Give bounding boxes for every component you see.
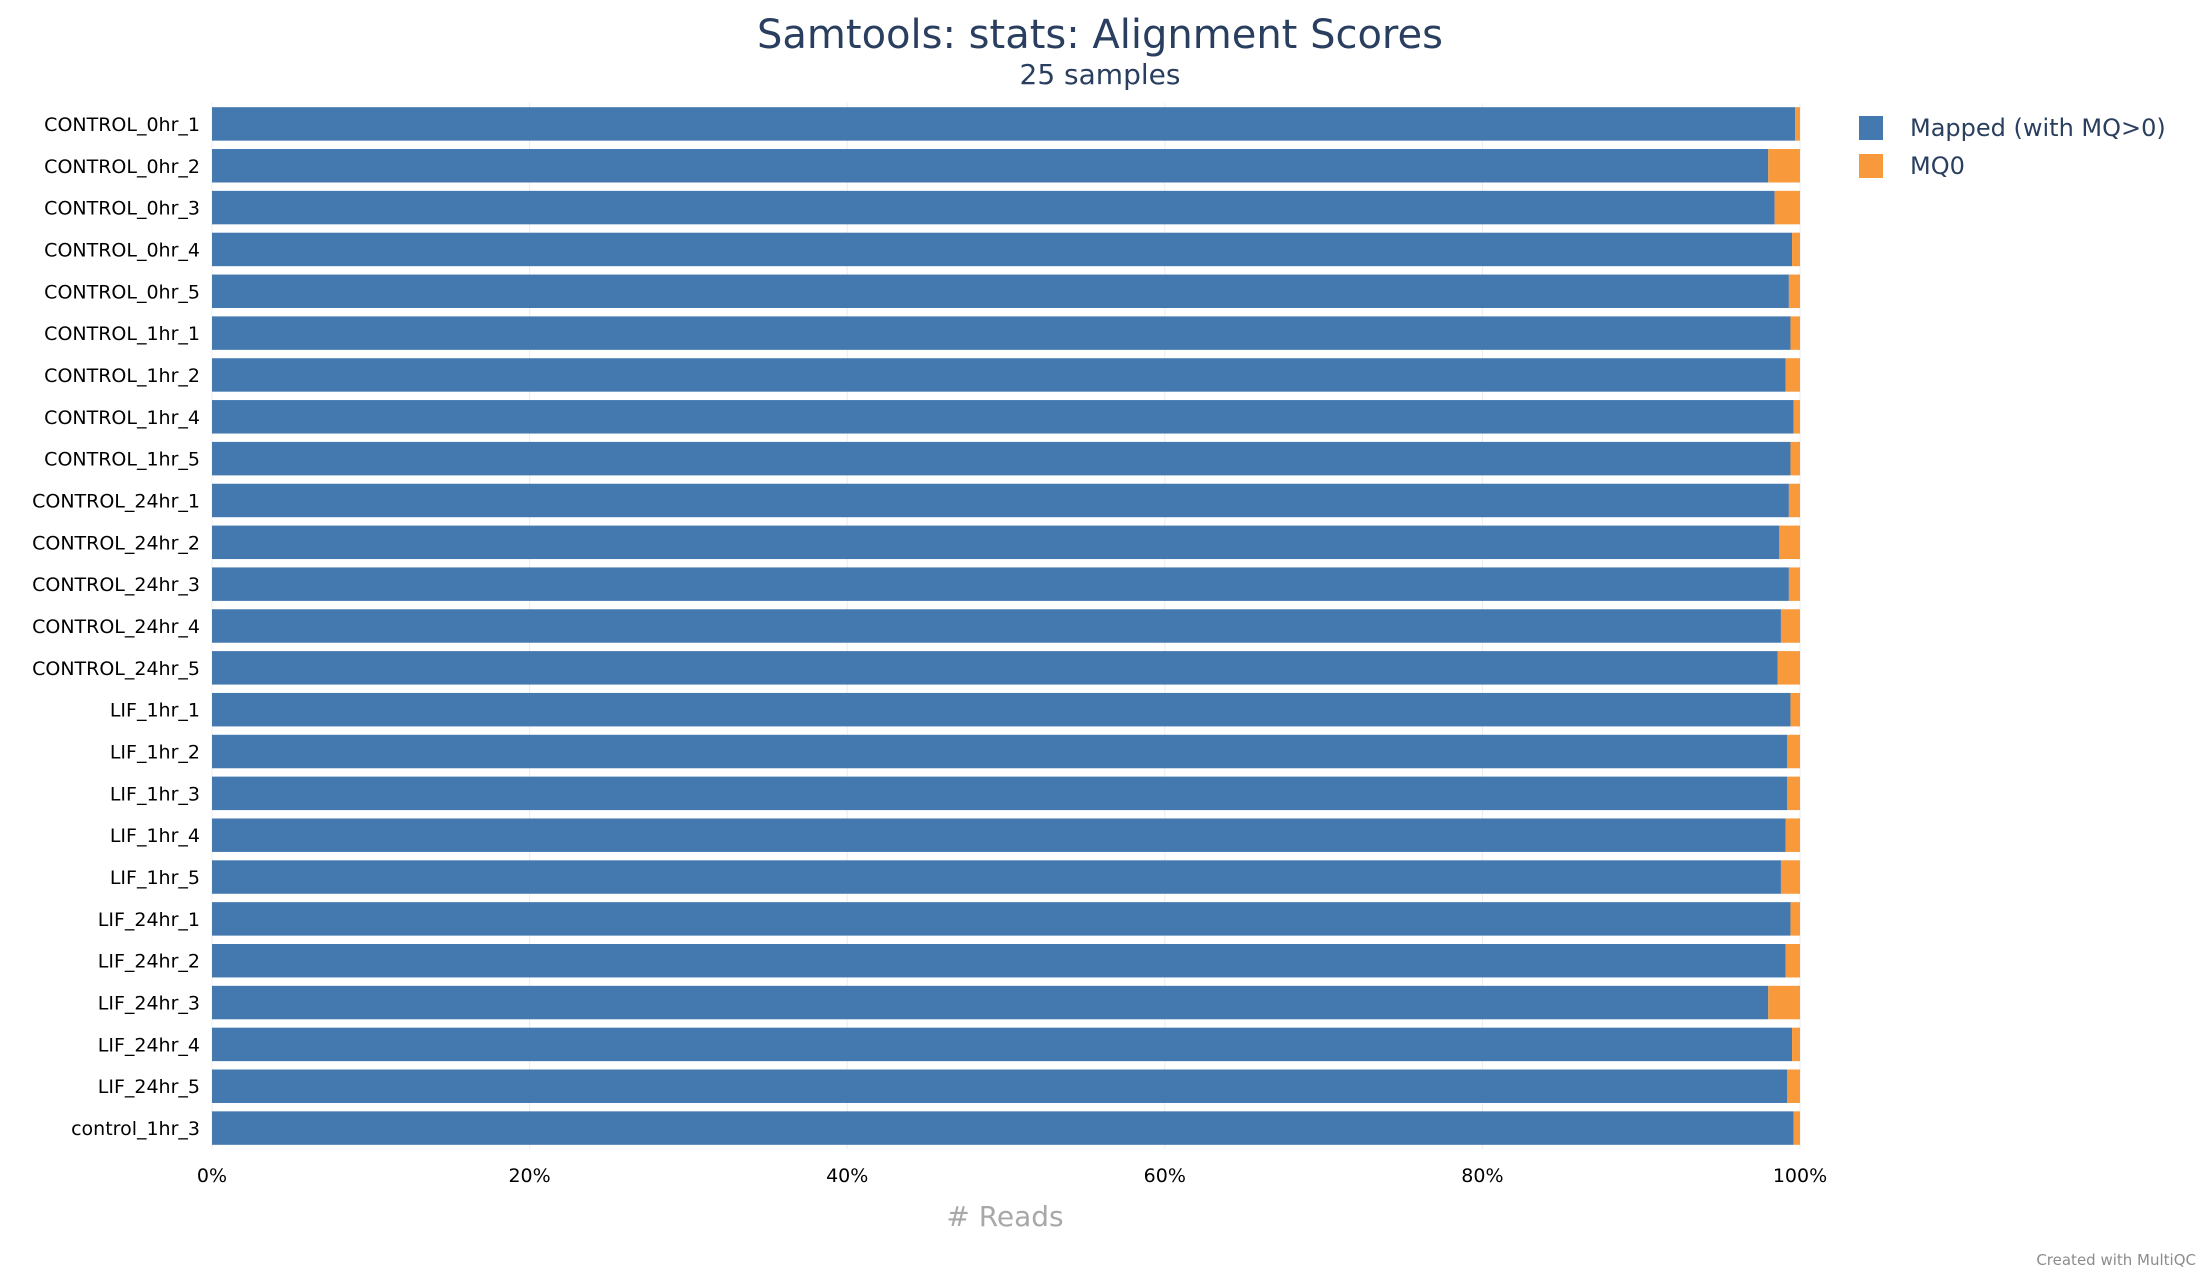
category-labels: CONTROL_0hr_1 CONTROL_0hr_2 CONTROL_0hr_3 C… [32, 114, 200, 1140]
category-label: LIF_1hr_3 [110, 783, 200, 805]
x-tick-label: 100% [1773, 1165, 1827, 1187]
bar-segment-mapped[interactable] [212, 567, 1789, 601]
bar-segment-mq0[interactable] [1787, 776, 1800, 811]
bar-segment-mq0[interactable] [1793, 1111, 1800, 1145]
bar-segment-mq0[interactable] [1790, 316, 1800, 350]
legend-swatch[interactable] [1859, 154, 1883, 178]
x-axis-ticks: 0% 20% 40% 60% 80% 100% [197, 1165, 1827, 1187]
bar-segment-mapped[interactable] [212, 860, 1781, 894]
legend-label[interactable]: MQ0 [1910, 152, 1965, 180]
category-label: CONTROL_24hr_5 [32, 658, 200, 680]
category-label: CONTROL_1hr_5 [44, 449, 200, 471]
bar-segment-mq0[interactable] [1785, 818, 1800, 852]
bar-segment-mq0[interactable] [1788, 567, 1800, 601]
bar-segment-mapped[interactable] [212, 400, 1794, 434]
bar-segment-mapped[interactable] [212, 274, 1789, 309]
category-label: LIF_1hr_4 [110, 825, 200, 847]
category-label: LIF_1hr_2 [110, 742, 200, 764]
chart-subtitle: 25 samples [1020, 58, 1181, 91]
bar-segment-mq0[interactable] [1788, 483, 1800, 518]
bar-segment-mq0[interactable] [1795, 107, 1800, 141]
category-label: CONTROL_24hr_4 [32, 616, 200, 638]
x-tick-label: 0% [197, 1165, 227, 1187]
bar-segment-mapped[interactable] [212, 483, 1789, 518]
bar-segment-mq0[interactable] [1780, 860, 1800, 894]
bar-segment-mapped[interactable] [212, 190, 1775, 225]
bar-segment-mq0[interactable] [1779, 525, 1800, 560]
category-label: CONTROL_1hr_2 [44, 365, 200, 387]
bar-segment-mapped[interactable] [212, 818, 1786, 852]
bar-segment-mapped[interactable] [212, 651, 1778, 685]
bar-segment-mapped[interactable] [212, 149, 1769, 183]
x-tick-label: 20% [508, 1165, 550, 1187]
category-label: CONTROL_1hr_1 [44, 323, 200, 345]
bar-segment-mapped[interactable] [212, 107, 1796, 141]
bar-segment-mq0[interactable] [1774, 190, 1800, 225]
bar-segment-mapped[interactable] [212, 734, 1788, 769]
created-with-credit: Created with MultiQC [2036, 1251, 2196, 1269]
bar-segment-mq0[interactable] [1777, 651, 1800, 685]
category-label: CONTROL_24hr_1 [32, 490, 200, 512]
x-axis-title: # Reads [946, 1200, 1063, 1233]
category-label: LIF_24hr_5 [98, 1076, 200, 1098]
bar-segment-mq0[interactable] [1780, 609, 1800, 643]
category-label: CONTROL_0hr_4 [44, 239, 200, 261]
category-label: control_1hr_3 [71, 1118, 200, 1140]
category-label: CONTROL_0hr_3 [44, 198, 200, 220]
bar-segment-mq0[interactable] [1787, 1069, 1800, 1103]
bar-segment-mq0[interactable] [1788, 274, 1800, 309]
bar-segment-mapped[interactable] [212, 985, 1769, 1020]
category-label: CONTROL_0hr_2 [44, 156, 200, 178]
category-label: LIF_24hr_1 [98, 909, 200, 931]
bar-segment-mapped[interactable] [212, 1027, 1793, 1062]
category-label: CONTROL_0hr_1 [44, 114, 200, 136]
bar-segment-mapped[interactable] [212, 609, 1781, 643]
x-tick-label: 80% [1461, 1165, 1503, 1187]
bar-segment-mq0[interactable] [1793, 400, 1800, 434]
bar-segment-mapped[interactable] [212, 1111, 1794, 1145]
bar-segment-mapped[interactable] [212, 358, 1786, 392]
bar-segment-mq0[interactable] [1790, 692, 1800, 727]
category-label: CONTROL_0hr_5 [44, 281, 200, 303]
bar-segment-mq0[interactable] [1790, 441, 1800, 476]
category-label: LIF_1hr_5 [110, 867, 200, 889]
category-label: LIF_1hr_1 [110, 700, 200, 722]
bar-segment-mq0[interactable] [1785, 943, 1800, 978]
bar-segment-mapped[interactable] [212, 441, 1791, 476]
category-label: LIF_24hr_2 [98, 951, 200, 973]
legend-label[interactable]: Mapped (with MQ>0) [1910, 114, 2166, 142]
bar-segment-mq0[interactable] [1768, 985, 1800, 1020]
category-label: LIF_24hr_3 [98, 993, 200, 1015]
legend-swatch[interactable] [1859, 116, 1883, 140]
bar-segment-mq0[interactable] [1790, 902, 1800, 936]
chart-title: Samtools: stats: Alignment Scores [757, 12, 1443, 58]
bar-segment-mapped[interactable] [212, 692, 1791, 727]
bar-segment-mq0[interactable] [1768, 149, 1800, 183]
bar-segment-mq0[interactable] [1792, 232, 1800, 267]
bar-segment-mapped[interactable] [212, 902, 1791, 936]
category-label: LIF_24hr_4 [98, 1034, 200, 1056]
bar-segment-mapped[interactable] [212, 316, 1791, 350]
bar-segment-mapped[interactable] [212, 525, 1780, 560]
bars [212, 107, 1800, 1145]
bar-segment-mq0[interactable] [1787, 734, 1800, 769]
category-label: CONTROL_1hr_4 [44, 407, 200, 429]
bar-segment-mapped[interactable] [212, 776, 1788, 811]
bar-segment-mapped[interactable] [212, 232, 1793, 267]
x-tick-label: 40% [826, 1165, 868, 1187]
bar-segment-mapped[interactable] [212, 1069, 1788, 1103]
category-label: CONTROL_24hr_3 [32, 574, 200, 596]
bar-segment-mapped[interactable] [212, 943, 1786, 978]
legend[interactable]: Mapped (with MQ>0) MQ0 [1859, 114, 2166, 180]
x-tick-label: 60% [1144, 1165, 1186, 1187]
category-label: CONTROL_24hr_2 [32, 532, 200, 554]
bar-segment-mq0[interactable] [1792, 1027, 1800, 1062]
bar-segment-mq0[interactable] [1785, 358, 1800, 392]
